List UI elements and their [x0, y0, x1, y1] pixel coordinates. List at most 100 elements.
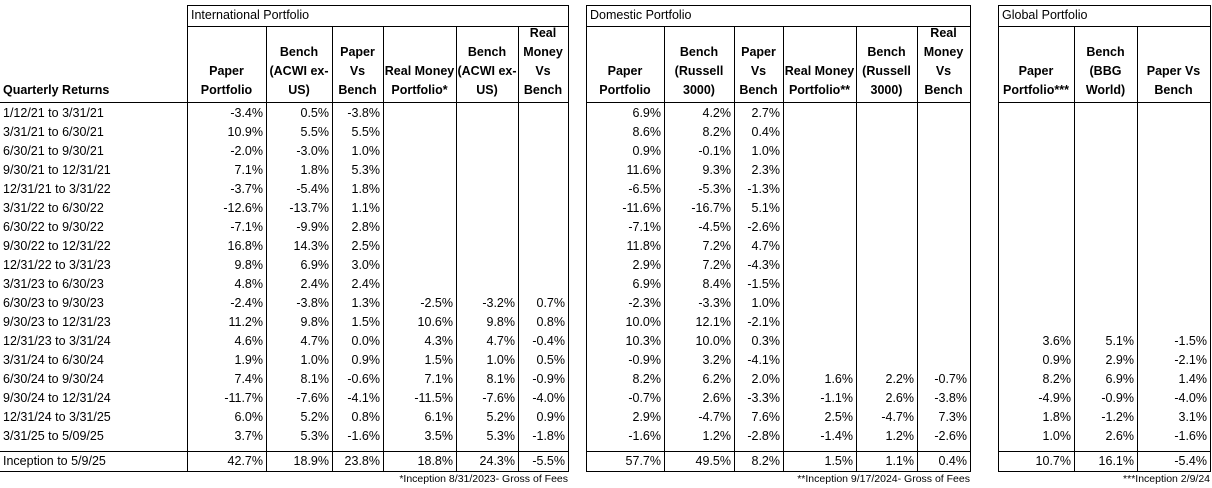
- table-row-value: -0.6%: [347, 372, 380, 386]
- table-row-value: -3.2%: [482, 296, 515, 310]
- column-header-domestic: Bench (Russell 3000): [674, 45, 724, 97]
- border-header: [187, 102, 569, 103]
- table-row-label: 3/31/24 to 6/30/24: [3, 353, 104, 367]
- table-row-value: -3.4%: [230, 106, 263, 120]
- table-row-value: -0.7%: [628, 391, 661, 405]
- table-row-value: 3.0%: [351, 258, 381, 272]
- table-row-value: -5.4%: [296, 182, 329, 196]
- table-row-value: 4.2%: [702, 106, 732, 120]
- table-row-value: 11.8%: [626, 239, 661, 253]
- table-row-value: 1.2%: [702, 429, 732, 443]
- table-row-value: -4.5%: [698, 220, 731, 234]
- table-row-value: 2.5%: [824, 410, 854, 424]
- border-left: [586, 5, 587, 471]
- column-header-domestic: Bench (Russell 3000): [862, 45, 911, 97]
- table-row-value: 5.5%: [300, 125, 330, 139]
- table-row-value: 1.3%: [351, 296, 381, 310]
- table-row-value: 0.9%: [1042, 353, 1072, 367]
- table-row-value: 7.2%: [702, 258, 732, 272]
- column-header-domestic: Paper Portfolio: [599, 64, 651, 97]
- table-row-label: 3/31/23 to 6/30/23: [3, 277, 104, 291]
- table-row-label: 6/30/22 to 9/30/22: [3, 220, 104, 234]
- table-row-value: 2.4%: [351, 277, 381, 291]
- table-row-value: -0.4%: [532, 334, 565, 348]
- table-row-value: 7.3%: [938, 410, 968, 424]
- table-row-value: 0.9%: [536, 410, 566, 424]
- table-row-value: -11.6%: [622, 201, 661, 215]
- table-row-value: 3.2%: [702, 353, 732, 367]
- table-row-value: -2.5%: [420, 296, 453, 310]
- table-row-value: 10.0%: [695, 334, 731, 348]
- table-row-value: 8.2%: [1042, 372, 1072, 386]
- column-header-global: Bench (BBG World): [1085, 45, 1126, 97]
- table-row-value: 9.8%: [486, 315, 516, 329]
- footnote-domestic: **Inception 9/17/2024- Gross of Fees: [797, 473, 970, 485]
- border-total: [187, 451, 569, 452]
- table-row-value: 7.2%: [702, 239, 732, 253]
- column-divider: [734, 26, 735, 471]
- total-row-value: 18.9%: [293, 454, 329, 468]
- column-header-international: Real Money Vs Bench: [523, 26, 563, 97]
- table-row-value: 3.5%: [424, 429, 454, 443]
- column-header-international: Bench (ACWI ex-US): [269, 45, 329, 97]
- table-row-value: 6.1%: [424, 410, 454, 424]
- table-row-label: 1/12/21 to 3/31/21: [3, 106, 104, 120]
- table-row-value: -6.5%: [628, 182, 661, 196]
- table-row-value: -1.6%: [628, 429, 661, 443]
- table-row-value: 0.5%: [536, 353, 566, 367]
- table-row-value: 2.6%: [702, 391, 732, 405]
- border-left: [187, 5, 188, 471]
- table-row-value: 1.0%: [486, 353, 516, 367]
- table-row-value: 3.7%: [234, 429, 264, 443]
- table-row-value: 6.0%: [234, 410, 264, 424]
- border-top: [586, 5, 971, 6]
- table-row-value: 11.2%: [228, 315, 263, 329]
- table-row-value: 12.1%: [695, 315, 731, 329]
- table-row-value: 1.2%: [885, 429, 915, 443]
- total-row-value: 49.5%: [695, 454, 731, 468]
- table-row-value: 0.0%: [351, 334, 381, 348]
- table-row-value: -0.7%: [934, 372, 967, 386]
- total-row-value: 24.3%: [479, 454, 515, 468]
- table-row-value: -3.8%: [347, 106, 380, 120]
- footnote-international: *Inception 8/31/2023- Gross of Fees: [399, 473, 568, 485]
- border-bottom: [586, 471, 971, 472]
- table-row-value: 8.6%: [632, 125, 662, 139]
- table-row-value: 3.1%: [1178, 410, 1208, 424]
- column-header-domestic: Real Money Portfolio**: [784, 64, 855, 97]
- border-header: [586, 102, 971, 103]
- table-row-label: 12/31/22 to 3/31/23: [3, 258, 111, 272]
- table-row-value: -11.7%: [224, 391, 263, 405]
- column-divider: [332, 26, 333, 471]
- column-header-international: Bench (ACWI ex-US): [457, 45, 517, 97]
- table-row-value: 5.3%: [486, 429, 516, 443]
- table-row-value: 8.2%: [632, 372, 662, 386]
- table-row-value: 11.6%: [626, 163, 661, 177]
- table-row-value: 9.3%: [702, 163, 732, 177]
- table-row-label: 9/30/21 to 12/31/21: [3, 163, 111, 177]
- total-row-value: 1.5%: [824, 454, 854, 468]
- table-row-value: 10.6%: [417, 315, 453, 329]
- table-row-value: 1.8%: [1042, 410, 1072, 424]
- table-row-value: 4.6%: [234, 334, 264, 348]
- total-row-value: 42.7%: [227, 454, 263, 468]
- table-row-value: 0.9%: [632, 144, 662, 158]
- table-row-value: 1.0%: [751, 144, 781, 158]
- border-right: [970, 5, 971, 471]
- table-row-value: 1.8%: [300, 163, 330, 177]
- table-row-value: -2.3%: [628, 296, 661, 310]
- table-row-value: 6.9%: [632, 277, 662, 291]
- table-row-value: -1.5%: [747, 277, 780, 291]
- table-row-value: -2.6%: [934, 429, 967, 443]
- column-header-global: Paper Vs Bench: [1146, 64, 1201, 97]
- table-row-value: 1.5%: [351, 315, 381, 329]
- total-row-value: 8.2%: [751, 454, 781, 468]
- border-header: [0, 102, 187, 103]
- table-row-value: -1.5%: [1174, 334, 1207, 348]
- table-row-value: -4.9%: [1038, 391, 1071, 405]
- table-row-value: 6.9%: [300, 258, 330, 272]
- column-header-domestic: Paper Vs Bench: [739, 45, 778, 97]
- column-divider: [783, 26, 784, 471]
- section-title-international: International Portfolio: [191, 8, 310, 22]
- total-row-value: 23.8%: [344, 454, 380, 468]
